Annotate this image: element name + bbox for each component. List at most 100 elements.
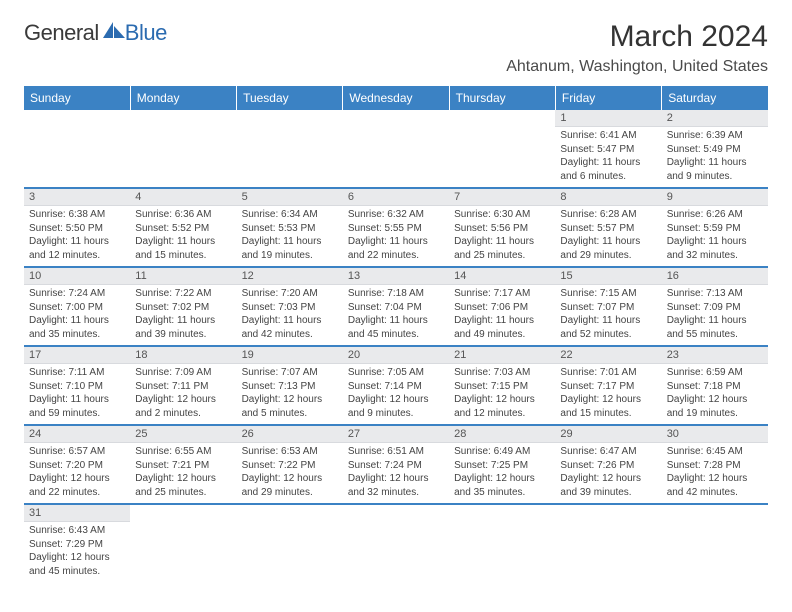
day-number: 25 bbox=[130, 426, 236, 443]
sunset-text: Sunset: 7:07 PM bbox=[560, 301, 656, 315]
day-number: 13 bbox=[343, 268, 449, 285]
weekday-header-row: Sunday Monday Tuesday Wednesday Thursday… bbox=[24, 86, 768, 110]
day-number: 18 bbox=[130, 347, 236, 364]
calendar-day-cell bbox=[130, 110, 236, 188]
calendar-day-cell bbox=[237, 110, 343, 188]
sunset-text: Sunset: 7:11 PM bbox=[135, 380, 231, 394]
sunrise-text: Sunrise: 6:26 AM bbox=[667, 208, 763, 222]
day-number: 6 bbox=[343, 189, 449, 206]
day-number: 9 bbox=[662, 189, 768, 206]
sunrise-text: Sunrise: 6:53 AM bbox=[242, 445, 338, 459]
sunrise-text: Sunrise: 7:03 AM bbox=[454, 366, 550, 380]
logo-text-2: Blue bbox=[125, 20, 167, 46]
day-details: Sunrise: 7:18 AMSunset: 7:04 PMDaylight:… bbox=[343, 285, 449, 345]
day-number: 1 bbox=[555, 110, 661, 127]
calendar-day-cell bbox=[237, 504, 343, 582]
day-number: 15 bbox=[555, 268, 661, 285]
sunset-text: Sunset: 7:22 PM bbox=[242, 459, 338, 473]
sunrise-text: Sunrise: 6:38 AM bbox=[29, 208, 125, 222]
day-number: 7 bbox=[449, 189, 555, 206]
daylight-text: Daylight: 11 hours and 32 minutes. bbox=[667, 235, 763, 262]
calendar-day-cell: 14Sunrise: 7:17 AMSunset: 7:06 PMDayligh… bbox=[449, 267, 555, 346]
sunrise-text: Sunrise: 7:15 AM bbox=[560, 287, 656, 301]
calendar-day-cell: 15Sunrise: 7:15 AMSunset: 7:07 PMDayligh… bbox=[555, 267, 661, 346]
day-number: 30 bbox=[662, 426, 768, 443]
sunset-text: Sunset: 7:09 PM bbox=[667, 301, 763, 315]
calendar-day-cell bbox=[24, 110, 130, 188]
sunset-text: Sunset: 7:29 PM bbox=[29, 538, 125, 552]
day-details: Sunrise: 6:38 AMSunset: 5:50 PMDaylight:… bbox=[24, 206, 130, 266]
calendar-day-cell: 8Sunrise: 6:28 AMSunset: 5:57 PMDaylight… bbox=[555, 188, 661, 267]
sunset-text: Sunset: 7:15 PM bbox=[454, 380, 550, 394]
daylight-text: Daylight: 12 hours and 2 minutes. bbox=[135, 393, 231, 420]
daylight-text: Daylight: 11 hours and 42 minutes. bbox=[242, 314, 338, 341]
day-details: Sunrise: 6:30 AMSunset: 5:56 PMDaylight:… bbox=[449, 206, 555, 266]
day-number: 23 bbox=[662, 347, 768, 364]
calendar-day-cell bbox=[662, 504, 768, 582]
page-title: March 2024 bbox=[610, 20, 768, 54]
daylight-text: Daylight: 12 hours and 22 minutes. bbox=[29, 472, 125, 499]
daylight-text: Daylight: 11 hours and 49 minutes. bbox=[454, 314, 550, 341]
calendar-day-cell: 9Sunrise: 6:26 AMSunset: 5:59 PMDaylight… bbox=[662, 188, 768, 267]
daylight-text: Daylight: 12 hours and 12 minutes. bbox=[454, 393, 550, 420]
calendar-day-cell: 26 Sunrise: 6:53 AMSunset: 7:22 PMDayligh… bbox=[237, 425, 343, 504]
day-number: 5 bbox=[237, 189, 343, 206]
weekday-header: Wednesday bbox=[343, 86, 449, 110]
calendar-day-cell: 22Sunrise: 7:01 AMSunset: 7:17 PMDayligh… bbox=[555, 346, 661, 425]
day-details: Sunrise: 7:05 AMSunset: 7:14 PMDaylight:… bbox=[343, 364, 449, 424]
weekday-header: Friday bbox=[555, 86, 661, 110]
sunset-text: Sunset: 7:28 PM bbox=[667, 459, 763, 473]
daylight-text: Daylight: 12 hours and 45 minutes. bbox=[29, 551, 125, 578]
sunset-text: Sunset: 7:26 PM bbox=[560, 459, 656, 473]
sunrise-text: Sunrise: 7:18 AM bbox=[348, 287, 444, 301]
day-number: 12 bbox=[237, 268, 343, 285]
day-number: 21 bbox=[449, 347, 555, 364]
day-details: Sunrise: 7:17 AMSunset: 7:06 PMDaylight:… bbox=[449, 285, 555, 345]
calendar-week-row: 24Sunrise: 6:57 AMSunset: 7:20 PMDayligh… bbox=[24, 425, 768, 504]
calendar-day-cell bbox=[449, 110, 555, 188]
calendar-day-cell: 10Sunrise: 7:24 AMSunset: 7:00 PMDayligh… bbox=[24, 267, 130, 346]
calendar-day-cell: 17Sunrise: 7:11 AMSunset: 7:10 PMDayligh… bbox=[24, 346, 130, 425]
day-details: Sunrise: 6:26 AMSunset: 5:59 PMDaylight:… bbox=[662, 206, 768, 266]
sunset-text: Sunset: 7:21 PM bbox=[135, 459, 231, 473]
sunrise-text: Sunrise: 7:20 AM bbox=[242, 287, 338, 301]
daylight-text: Daylight: 12 hours and 25 minutes. bbox=[135, 472, 231, 499]
sunrise-text: Sunrise: 6:34 AM bbox=[242, 208, 338, 222]
calendar-week-row: 10Sunrise: 7:24 AMSunset: 7:00 PMDayligh… bbox=[24, 267, 768, 346]
sunrise-text: Sunrise: 7:22 AM bbox=[135, 287, 231, 301]
day-details: Sunrise: 7:24 AMSunset: 7:00 PMDaylight:… bbox=[24, 285, 130, 345]
day-details: Sunrise: 7:01 AMSunset: 7:17 PMDaylight:… bbox=[555, 364, 661, 424]
calendar-day-cell: 23Sunrise: 6:59 AMSunset: 7:18 PMDayligh… bbox=[662, 346, 768, 425]
day-details: Sunrise: 6:51 AMSunset: 7:24 PMDaylight:… bbox=[343, 443, 449, 503]
calendar-day-cell: 5Sunrise: 6:34 AMSunset: 5:53 PMDaylight… bbox=[237, 188, 343, 267]
day-details: Sunrise: 7:11 AMSunset: 7:10 PMDaylight:… bbox=[24, 364, 130, 424]
calendar-week-row: 1Sunrise: 6:41 AMSunset: 5:47 PMDaylight… bbox=[24, 110, 768, 188]
day-number: 28 bbox=[449, 426, 555, 443]
daylight-text: Daylight: 12 hours and 35 minutes. bbox=[454, 472, 550, 499]
day-details: Sunrise: 6:43 AMSunset: 7:29 PMDaylight:… bbox=[24, 522, 130, 582]
sunrise-text: Sunrise: 6:45 AM bbox=[667, 445, 763, 459]
day-number: 2 bbox=[662, 110, 768, 127]
sunset-text: Sunset: 5:47 PM bbox=[560, 143, 656, 157]
day-details: Sunrise: 7:22 AMSunset: 7:02 PMDaylight:… bbox=[130, 285, 236, 345]
sunset-text: Sunset: 7:00 PM bbox=[29, 301, 125, 315]
daylight-text: Daylight: 12 hours and 29 minutes. bbox=[242, 472, 338, 499]
day-number: 31 bbox=[24, 505, 130, 522]
sunrise-text: Sunrise: 6:47 AM bbox=[560, 445, 656, 459]
calendar-day-cell: 18Sunrise: 7:09 AMSunset: 7:11 PMDayligh… bbox=[130, 346, 236, 425]
weekday-header: Saturday bbox=[662, 86, 768, 110]
calendar-day-cell: 11Sunrise: 7:22 AMSunset: 7:02 PMDayligh… bbox=[130, 267, 236, 346]
daylight-text: Daylight: 11 hours and 45 minutes. bbox=[348, 314, 444, 341]
sunrise-text: Sunrise: 6:41 AM bbox=[560, 129, 656, 143]
sunset-text: Sunset: 7:03 PM bbox=[242, 301, 338, 315]
daylight-text: Daylight: 12 hours and 39 minutes. bbox=[560, 472, 656, 499]
calendar-day-cell: 20Sunrise: 7:05 AMSunset: 7:14 PMDayligh… bbox=[343, 346, 449, 425]
day-number: 10 bbox=[24, 268, 130, 285]
location-subtitle: Ahtanum, Washington, United States bbox=[24, 58, 768, 76]
day-number: 17 bbox=[24, 347, 130, 364]
day-number: 26 bbox=[237, 426, 343, 443]
calendar-day-cell: 21 Sunrise: 7:03 AMSunset: 7:15 PMDayligh… bbox=[449, 346, 555, 425]
day-details: Sunrise: 6:36 AMSunset: 5:52 PMDaylight:… bbox=[130, 206, 236, 266]
day-details: Sunrise: 7:07 AMSunset: 7:13 PMDaylight:… bbox=[237, 364, 343, 424]
sunset-text: Sunset: 5:55 PM bbox=[348, 222, 444, 236]
